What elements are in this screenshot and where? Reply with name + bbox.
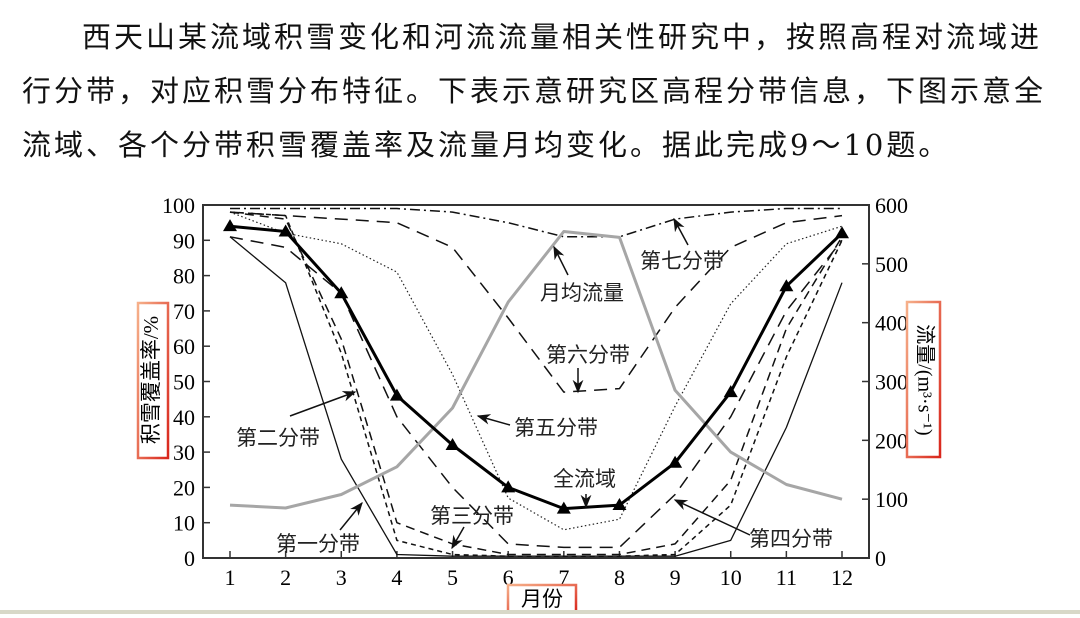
svg-text:流量/(m³·s⁻¹): 流量/(m³·s⁻¹) — [913, 324, 936, 435]
x-tick-label: 2 — [280, 565, 291, 590]
annotation-label: 月均流量 — [540, 281, 624, 305]
y2-tick-label: 100 — [875, 487, 908, 512]
y2-tick-label: 600 — [875, 193, 908, 218]
x-tick-label: 6 — [503, 565, 514, 590]
question-passage: 西天山某流域积雪变化和河流流量相关性研究中，按照高程对流域进 行分带，对应积雪分… — [22, 10, 1072, 172]
x-tick-label: 4 — [391, 565, 402, 590]
triangle-marker-icon — [779, 279, 794, 292]
series-第一分带 — [229, 236, 843, 557]
snow-cover-flow-chart: 0 10 20 30 40 50 60 70 80 90 100 0 100 200 300 400 500 60… — [0, 180, 1080, 614]
annotation-label: 第七分带 — [640, 249, 724, 273]
y-tick-label: 90 — [173, 228, 195, 253]
y-tick-label: 40 — [173, 405, 195, 430]
passage-line-2: 行分带，对应积雪分布特征。下表示意研究区高程分带信息，下图示意全 — [22, 74, 1047, 108]
triangle-marker-icon — [223, 219, 237, 232]
x-tick-label: 9 — [670, 565, 681, 590]
y-tick-label: 30 — [173, 440, 195, 465]
annotation-label: 第四分带 — [749, 527, 833, 551]
triangle-marker-icon — [501, 480, 516, 493]
x-tick-label: 11 — [776, 565, 797, 590]
series-第六分带 — [229, 211, 843, 393]
y-tick-label: 80 — [173, 264, 195, 289]
x-tick-label: 1 — [225, 565, 236, 590]
svg-text:月份: 月份 — [521, 587, 563, 611]
y-axis-label: 积雪覆盖率/% — [136, 301, 170, 460]
y2-tick-label: 400 — [875, 311, 908, 336]
arrow-icon — [339, 501, 363, 531]
axes: 0 10 20 30 40 50 60 70 80 90 100 0 100 200 300 400 500 60… — [162, 193, 908, 590]
y2-axis-label: 流量/(m³·s⁻¹) — [905, 300, 942, 459]
annotation-label: 全流域 — [553, 467, 616, 491]
y2-tick-label: 500 — [875, 252, 908, 277]
triangle-marker-icon — [389, 388, 404, 401]
annotation-label: 第一分带 — [276, 532, 360, 556]
triangle-marker-icon — [445, 438, 460, 451]
arrow-icon — [673, 217, 689, 246]
arrow-icon — [673, 499, 751, 536]
triangle-marker-icon — [556, 501, 571, 514]
arrow-icon — [289, 391, 357, 417]
triangle-marker-icon — [334, 286, 349, 299]
x-tick-label: 5 — [447, 565, 458, 590]
passage-line-1: 西天山某流域积雪变化和河流流量相关性研究中，按照高程对流域进 — [82, 20, 1043, 54]
series-第三分带 — [229, 211, 843, 556]
triangle-marker-icon — [668, 455, 683, 468]
y2-tick-label: 300 — [875, 370, 908, 395]
x-tick-label: 12 — [831, 565, 853, 590]
triangle-marker-icon — [278, 224, 293, 237]
triangle-marker-icon — [835, 226, 849, 239]
arrow-icon — [476, 414, 511, 426]
annotation-label: 第二分带 — [236, 426, 320, 450]
series-lines — [223, 207, 849, 557]
svg-text:积雪覆盖率/%: 积雪覆盖率/% — [139, 316, 163, 444]
y-tick-label: 20 — [173, 475, 195, 500]
arrow-icon — [451, 526, 465, 550]
passage-line-3: 流域、各个分带积雪覆盖率及流量月均变化。据此完成9～10题。 — [22, 128, 951, 162]
x-tick-label: 10 — [720, 565, 742, 590]
series-月均流量 — [229, 230, 843, 510]
annotation-label: 第六分带 — [546, 343, 630, 367]
series-第五分带 — [229, 211, 843, 531]
y-tick-label: 0 — [184, 546, 195, 571]
y-tick-label: 10 — [173, 511, 195, 536]
series-第四分带 — [229, 236, 843, 549]
y-tick-label: 50 — [173, 370, 195, 395]
bottom-divider — [0, 610, 1080, 614]
arrow-icon — [553, 245, 569, 276]
annotation-label: 第三分带 — [430, 504, 514, 528]
series-全流域 — [229, 224, 844, 511]
triangle-marker-icon — [612, 498, 627, 511]
y-tick-label: 70 — [173, 299, 195, 324]
x-tick-label: 8 — [614, 565, 625, 590]
annotation-label: 第五分带 — [514, 416, 598, 440]
x-tick-label: 3 — [336, 565, 347, 590]
y2-tick-label: 0 — [875, 546, 886, 571]
triangle-marker-icon — [723, 385, 738, 398]
series-第二分带 — [229, 211, 843, 557]
y2-tick-label: 200 — [875, 428, 908, 453]
series-第七分带 — [230, 207, 842, 238]
x-tick-label: 7 — [558, 565, 569, 590]
y-tick-label: 100 — [162, 193, 195, 218]
y-tick-label: 60 — [173, 334, 195, 359]
